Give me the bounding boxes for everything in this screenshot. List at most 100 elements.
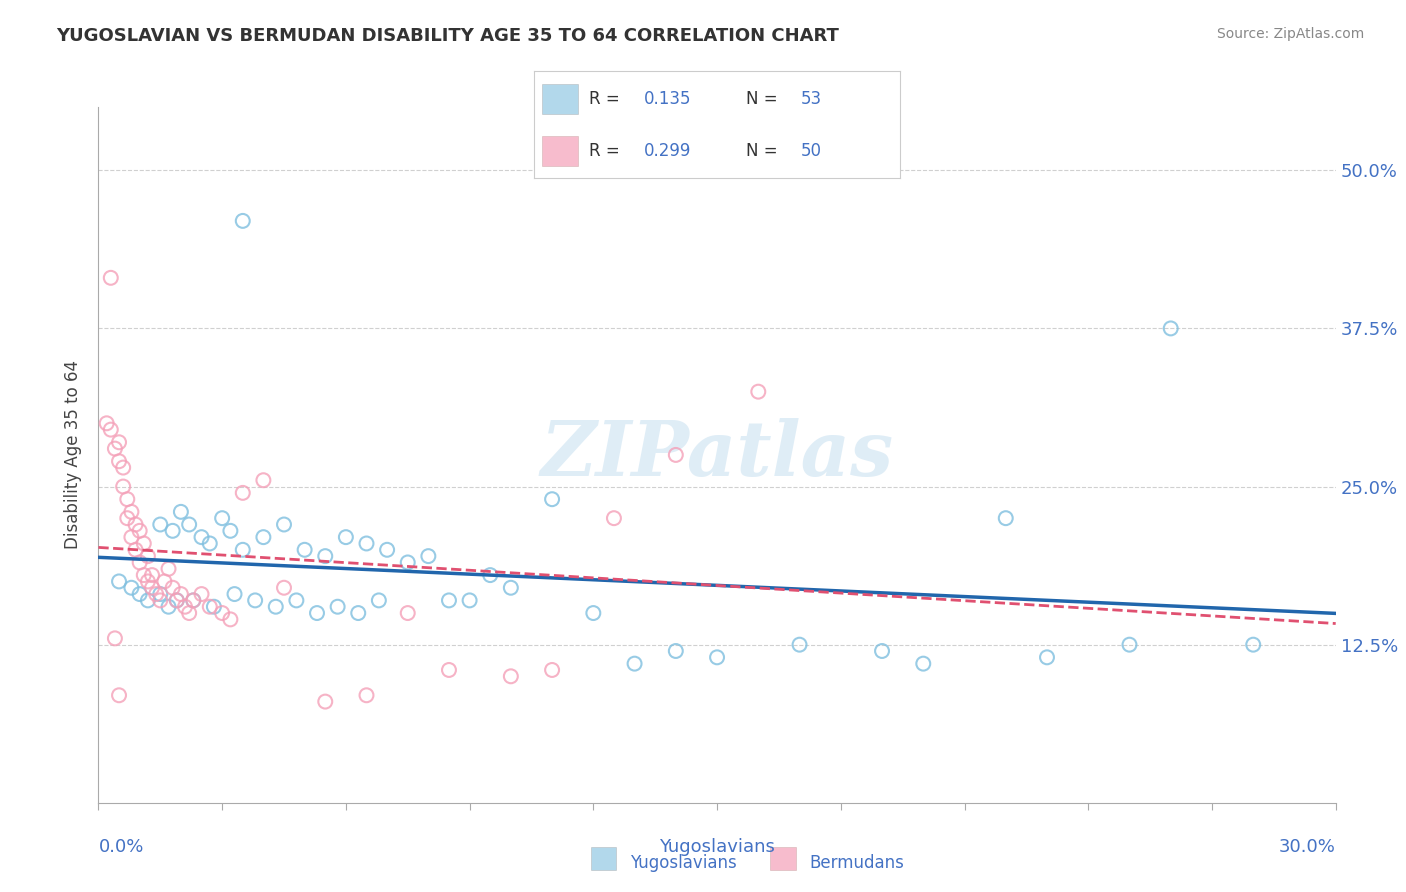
Point	[112, 460, 135, 475]
Point	[166, 593, 188, 607]
Point	[870, 644, 893, 658]
Point	[1036, 650, 1059, 665]
Point	[181, 593, 204, 607]
Point	[120, 581, 142, 595]
Point	[96, 417, 118, 431]
Point	[132, 536, 155, 550]
Text: Source: ZipAtlas.com: Source: ZipAtlas.com	[1216, 27, 1364, 41]
Point	[326, 599, 349, 614]
Point	[458, 593, 481, 607]
Point	[117, 492, 139, 507]
Text: 30.0%: 30.0%	[1279, 838, 1336, 856]
Text: YUGOSLAVIAN VS BERMUDAN DISABILITY AGE 35 TO 64 CORRELATION CHART: YUGOSLAVIAN VS BERMUDAN DISABILITY AGE 3…	[56, 27, 839, 45]
Text: 0.0%: 0.0%	[98, 838, 143, 856]
Point	[157, 562, 180, 576]
Point	[314, 695, 336, 709]
Point	[541, 663, 564, 677]
Point	[190, 587, 212, 601]
Point	[437, 593, 460, 607]
Point	[128, 524, 150, 538]
Point	[665, 448, 688, 462]
Text: Bermudans: Bermudans	[810, 855, 904, 872]
Point	[541, 492, 564, 507]
Point	[335, 530, 357, 544]
Point	[179, 517, 201, 532]
Point	[112, 479, 135, 493]
Text: R =: R =	[589, 90, 620, 108]
Point	[1118, 638, 1140, 652]
Point	[108, 688, 131, 702]
Text: Yugoslavians: Yugoslavians	[630, 855, 737, 872]
Point	[104, 632, 127, 646]
Point	[367, 593, 389, 607]
Point	[141, 581, 163, 595]
Point	[294, 542, 316, 557]
Point	[211, 606, 233, 620]
Point	[211, 511, 233, 525]
Point	[166, 593, 188, 607]
Point	[162, 524, 184, 538]
Point	[252, 530, 274, 544]
Point	[396, 556, 419, 570]
Point	[157, 599, 180, 614]
Point	[179, 606, 201, 620]
Point	[108, 454, 131, 468]
Text: ZIPatlas: ZIPatlas	[540, 418, 894, 491]
Bar	[541, 136, 578, 166]
Point	[356, 688, 378, 702]
Point	[174, 599, 197, 614]
Point	[202, 599, 225, 614]
Point	[219, 612, 242, 626]
Text: 53: 53	[801, 90, 823, 108]
Point	[153, 574, 176, 589]
Point	[243, 593, 266, 607]
Point	[108, 435, 131, 450]
Point	[141, 568, 163, 582]
Point	[706, 650, 728, 665]
Point	[499, 669, 522, 683]
Point	[305, 606, 328, 620]
Point	[170, 587, 193, 601]
Point	[128, 587, 150, 601]
Point	[136, 574, 159, 589]
Point	[219, 524, 242, 538]
Point	[100, 423, 122, 437]
Point	[356, 536, 378, 550]
Text: 50: 50	[801, 142, 823, 160]
Text: N =: N =	[747, 90, 778, 108]
Point	[198, 536, 221, 550]
Point	[224, 587, 246, 601]
Point	[198, 599, 221, 614]
Point	[136, 593, 159, 607]
Bar	[541, 84, 578, 114]
Point	[499, 581, 522, 595]
Point	[665, 644, 688, 658]
Point	[232, 486, 254, 500]
Point	[117, 511, 139, 525]
Point	[149, 587, 172, 601]
Point	[149, 517, 172, 532]
Text: 0.299: 0.299	[644, 142, 692, 160]
Point	[100, 270, 122, 285]
Point	[264, 599, 287, 614]
Point	[1160, 321, 1182, 335]
Text: 0.135: 0.135	[644, 90, 692, 108]
Point	[124, 542, 146, 557]
Point	[120, 505, 142, 519]
Point	[479, 568, 502, 582]
Point	[347, 606, 370, 620]
Point	[375, 542, 398, 557]
Point	[104, 442, 127, 456]
Point	[912, 657, 935, 671]
Point	[437, 663, 460, 677]
Text: Yugoslavians: Yugoslavians	[659, 838, 775, 856]
Text: N =: N =	[747, 142, 778, 160]
Point	[1241, 638, 1264, 652]
Point	[582, 606, 605, 620]
Point	[285, 593, 308, 607]
Point	[273, 581, 295, 595]
Point	[789, 638, 811, 652]
Point	[120, 530, 142, 544]
Point	[108, 574, 131, 589]
Point	[162, 581, 184, 595]
